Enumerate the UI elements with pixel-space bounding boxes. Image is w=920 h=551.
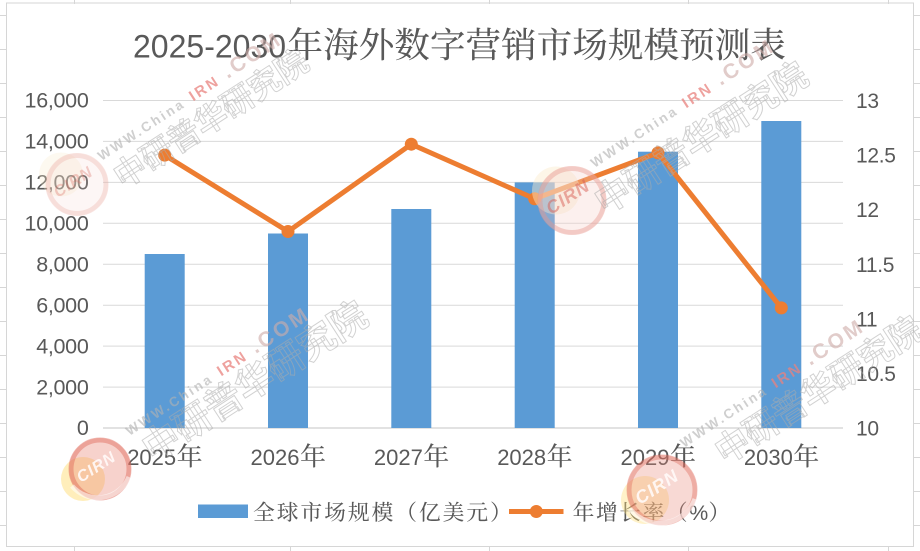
svg-text:6,000: 6,000 [36,293,89,317]
svg-text:11: 11 [856,308,877,331]
svg-text:13: 13 [856,90,879,113]
svg-text:12,000: 12,000 [25,171,89,195]
svg-text:10,000: 10,000 [25,212,89,236]
svg-text:2029: 2029 [621,445,670,470]
svg-text:2,000: 2,000 [36,375,89,399]
svg-text:8,000: 8,000 [36,252,89,276]
svg-text:4,000: 4,000 [36,334,89,358]
svg-text:11.5: 11.5 [856,254,894,277]
svg-text:12.5: 12.5 [856,145,896,168]
svg-text:2030: 2030 [744,445,793,470]
svg-text:10.5: 10.5 [856,363,896,386]
svg-text:12: 12 [856,199,879,222]
svg-text:2026: 2026 [251,445,300,470]
svg-text:2025-2030: 2025-2030 [133,29,286,65]
svg-text:0: 0 [77,416,89,440]
svg-text:16,000: 16,000 [25,89,89,113]
svg-text:10: 10 [856,418,879,441]
svg-text:2027: 2027 [374,445,423,470]
svg-text:%: % [689,501,708,525]
svg-text:2028: 2028 [497,445,546,470]
svg-text:14,000: 14,000 [25,130,89,154]
